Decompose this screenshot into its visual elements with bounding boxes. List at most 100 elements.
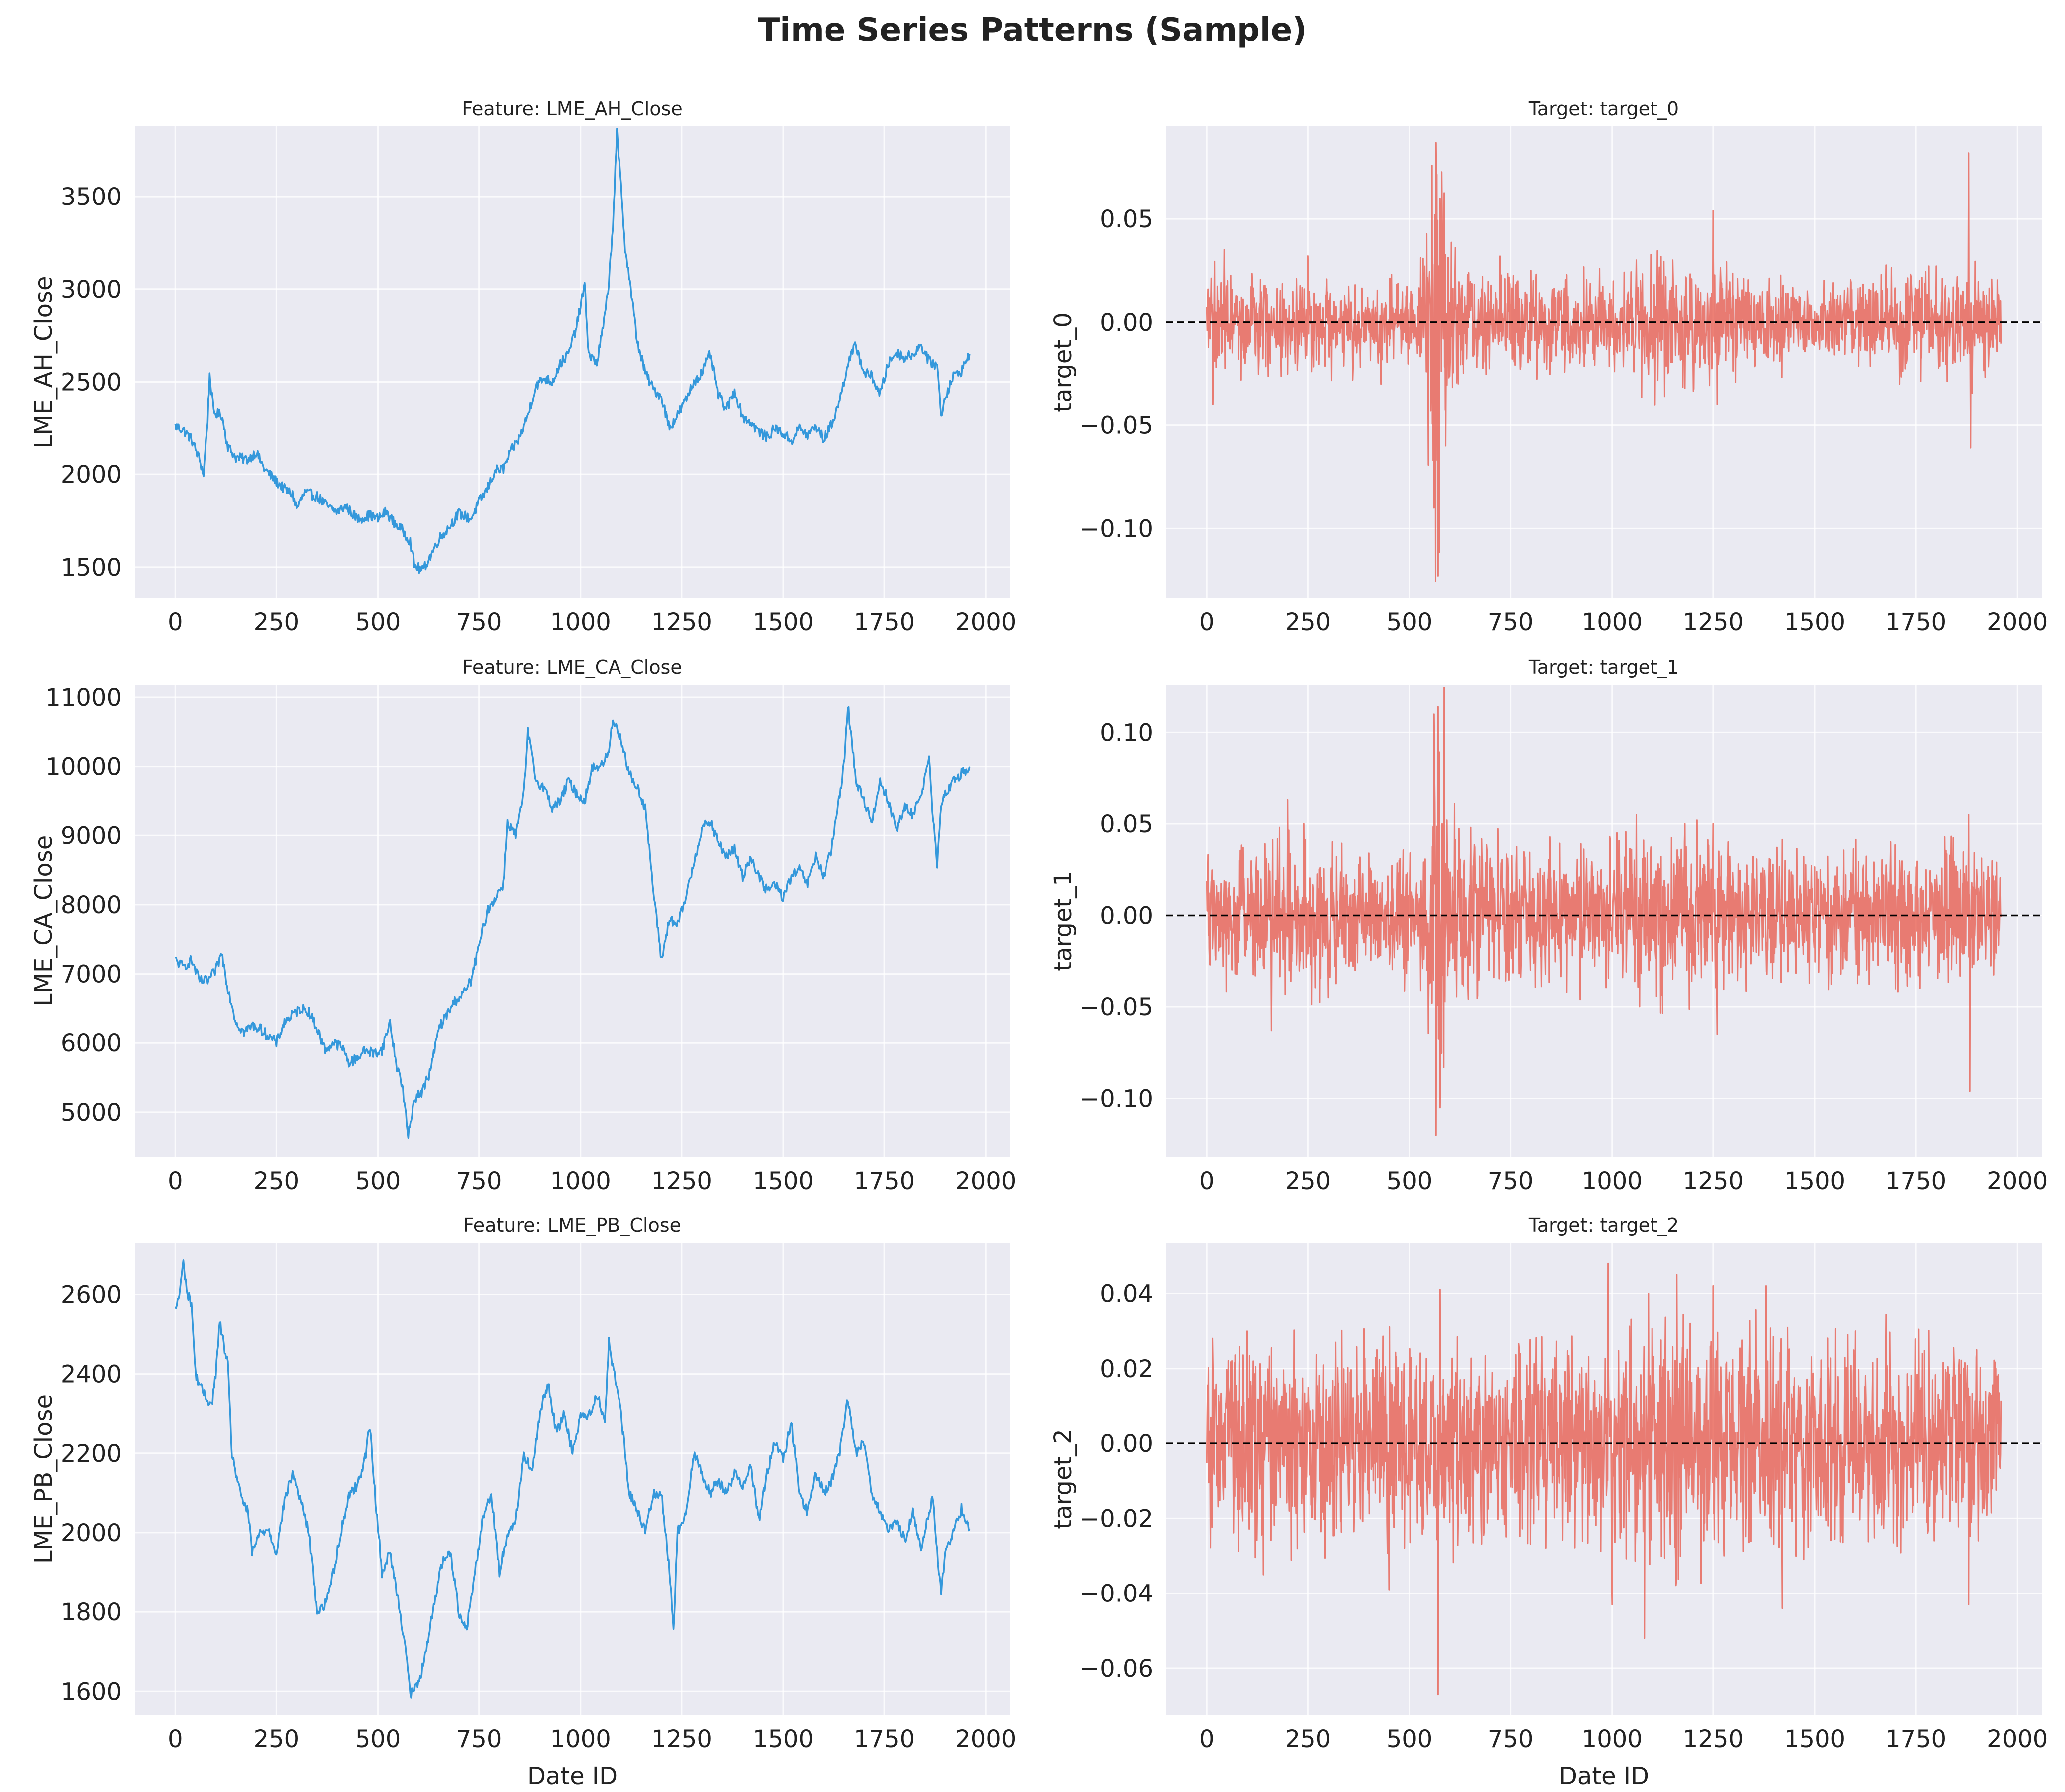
series-line: [174, 1259, 971, 1699]
x-tick-label: 1000: [550, 1167, 611, 1195]
figure-title: Time Series Patterns (Sample): [758, 12, 1307, 49]
x-tick-label: 2000: [955, 608, 1016, 636]
subplot-title: Target: target_2: [1528, 1214, 1679, 1236]
x-tick-label: 1500: [1784, 608, 1845, 636]
x-tick-label: 0: [1199, 1167, 1215, 1195]
x-tick-label: 0: [168, 1167, 183, 1195]
series-line: [1206, 686, 2002, 1136]
x-tick-label: 2000: [955, 1725, 1016, 1753]
y-tick-label: 8000: [61, 891, 122, 919]
x-tick-label: 250: [254, 1167, 300, 1195]
y-tick-label: −0.10: [1080, 515, 1153, 543]
y-axis-label: target_2: [1049, 1429, 1077, 1529]
axes-background: [135, 1243, 1010, 1715]
subplot-2: 0 250 500 750 1000 1250 1500 1750 2000 −0.10 −0.05…: [1049, 98, 2048, 636]
x-tick-label: 500: [355, 1725, 401, 1753]
y-tick-label: 2000: [61, 1519, 122, 1547]
y-tick-label: 11000: [45, 684, 122, 712]
subplot-title: Feature: LME_AH_Close: [462, 98, 683, 120]
x-tick-label: 1750: [1885, 608, 1946, 636]
y-tick-label: 2500: [61, 368, 122, 396]
y-tick-label: −0.05: [1080, 994, 1153, 1021]
x-tick-label: 250: [1285, 1167, 1331, 1195]
x-tick-label: 500: [355, 608, 401, 636]
y-tick-label: 0.00: [1100, 1430, 1153, 1458]
x-tick-label: 750: [456, 1725, 502, 1753]
x-tick-label: 750: [1488, 1167, 1534, 1195]
x-tick-label: 1000: [1582, 1167, 1643, 1195]
x-axis-label: Date ID: [527, 1762, 618, 1790]
y-tick-label: 0.00: [1100, 902, 1153, 930]
y-tick-label: 1600: [61, 1678, 122, 1706]
y-tick-label: 0.05: [1100, 810, 1153, 838]
subplot-title: Target: target_1: [1528, 656, 1679, 678]
axes-background: [135, 126, 1010, 598]
series-line: [1206, 1262, 2002, 1696]
x-tick-label: 1250: [651, 1725, 712, 1753]
series-line: [175, 706, 971, 1139]
x-tick-label: 250: [254, 1725, 300, 1753]
y-axis-label: target_0: [1049, 312, 1077, 412]
y-tick-label: 6000: [61, 1029, 122, 1057]
y-axis-label: LME_CA_Close: [30, 835, 58, 1007]
y-tick-label: 9000: [61, 822, 122, 850]
y-tick-label: 7000: [61, 961, 122, 989]
subplot-title: Feature: LME_PB_Close: [463, 1214, 681, 1236]
subplot-4: 0 250 500 750 1000 1250 1500 1750 2000 −0.10 −0.05…: [1049, 656, 2048, 1195]
x-tick-label: 2000: [1987, 1725, 2048, 1753]
x-axis-label: Date ID: [1559, 1762, 1649, 1790]
x-tick-label: 1250: [1683, 608, 1744, 636]
subplot-title: Feature: LME_CA_Close: [462, 656, 682, 678]
y-tick-label: 2600: [61, 1281, 122, 1309]
series-line: [1206, 142, 2002, 582]
y-tick-label: −0.10: [1080, 1085, 1153, 1113]
x-tick-label: 2000: [1987, 608, 2048, 636]
x-tick-label: 0: [168, 1725, 183, 1753]
x-tick-label: 1750: [854, 1167, 915, 1195]
x-tick-label: 250: [1285, 1725, 1331, 1753]
subplot-grid: 0 250 500 750 1000 1250 1500 1750 2000 1500 2000 25…: [30, 98, 2048, 1790]
y-tick-label: 5000: [61, 1099, 122, 1127]
y-tick-label: 0.10: [1100, 719, 1153, 747]
x-tick-label: 1000: [1582, 608, 1643, 636]
x-tick-label: 500: [1387, 608, 1433, 636]
y-axis-label: LME_AH_Close: [30, 276, 58, 448]
y-axis-label: LME_PB_Close: [30, 1394, 58, 1564]
subplot-3: 0 250 500 750 1000 1250 1500 1750 2000 5000 6000 70…: [30, 656, 1016, 1195]
y-tick-label: −0.04: [1080, 1580, 1153, 1608]
subplot-title: Target: target_0: [1528, 98, 1679, 120]
x-tick-label: 1250: [1683, 1167, 1744, 1195]
x-tick-label: 0: [1199, 1725, 1215, 1753]
y-axis-label: target_1: [1049, 871, 1077, 971]
series-line: [174, 127, 971, 574]
x-tick-label: 750: [1488, 608, 1534, 636]
y-tick-label: 0.00: [1100, 309, 1153, 337]
x-tick-label: 0: [168, 608, 183, 636]
y-tick-label: 0.04: [1100, 1280, 1153, 1308]
y-tick-label: −0.05: [1080, 412, 1153, 440]
y-tick-label: −0.02: [1080, 1505, 1153, 1533]
y-tick-label: 2000: [61, 461, 122, 489]
x-tick-label: 1000: [550, 1725, 611, 1753]
x-tick-label: 750: [456, 608, 502, 636]
x-tick-label: 1750: [854, 1725, 915, 1753]
x-tick-label: 250: [254, 608, 300, 636]
x-tick-label: 1750: [1885, 1167, 1946, 1195]
y-tick-label: 2400: [61, 1361, 122, 1389]
x-tick-label: 2000: [955, 1167, 1016, 1195]
y-tick-label: 2200: [61, 1440, 122, 1468]
x-tick-label: 1750: [1885, 1725, 1946, 1753]
x-tick-label: 1750: [854, 608, 915, 636]
x-tick-label: 1500: [753, 1725, 814, 1753]
x-tick-label: 1500: [1784, 1725, 1845, 1753]
x-tick-label: 1500: [753, 1167, 814, 1195]
y-tick-label: 3000: [61, 276, 122, 304]
x-tick-label: 500: [1387, 1167, 1433, 1195]
y-tick-label: 1800: [61, 1598, 122, 1626]
x-tick-label: 1250: [1683, 1725, 1744, 1753]
x-tick-label: 250: [1285, 608, 1331, 636]
y-tick-label: 10000: [45, 753, 122, 781]
x-tick-label: 0: [1199, 608, 1215, 636]
x-tick-label: 500: [355, 1167, 401, 1195]
